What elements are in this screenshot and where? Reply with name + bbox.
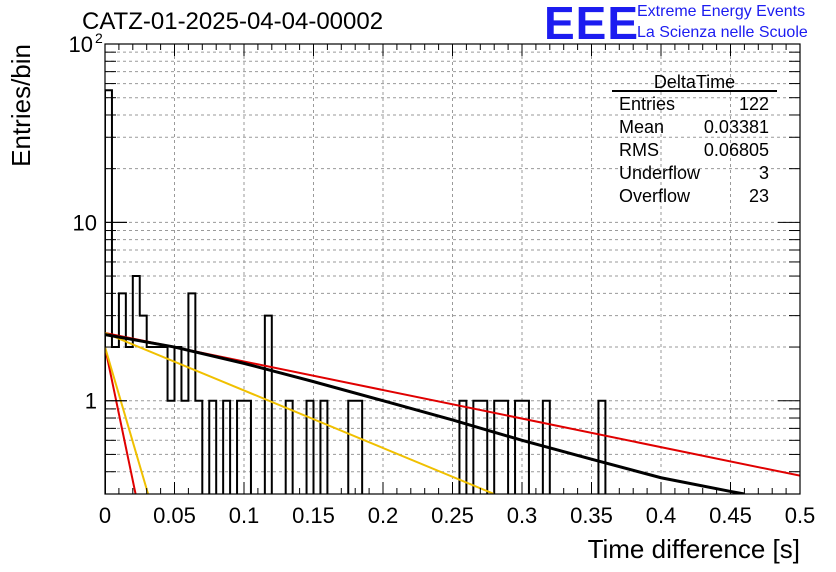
histogram-bin [348,401,355,494]
eee-logo: EEE [544,0,640,49]
chart-title: CATZ-01-2025-04-04-00002 [82,8,384,35]
y-tick-label: 10 [69,32,93,57]
histogram-bin [119,293,126,494]
histogram-bin [188,293,195,494]
x-tick-label: 0.05 [153,503,196,528]
histogram-bin [307,401,314,494]
fit-line [105,346,150,494]
histogram-bin [244,401,251,494]
x-tick-label: 0.4 [646,503,677,528]
histogram-bin [195,401,202,494]
stats-label: Entries [619,94,675,114]
histogram-bin [515,401,522,494]
x-tick-label: 0.5 [785,503,816,528]
histogram-bin [181,401,188,494]
x-tick-label: 0 [99,503,111,528]
stats-value: 3 [759,163,769,183]
histogram-bin [237,401,244,494]
y-tick-label: 10 [73,210,97,235]
x-tick-label: 0.25 [431,503,474,528]
x-tick-label: 0.15 [292,503,335,528]
histogram-bin [598,401,605,494]
x-tick-label: 0.1 [229,503,260,528]
fit-line [105,331,495,494]
stats-value: 0.06805 [704,140,769,160]
logo-line-1: Extreme Energy Events [637,3,806,20]
fit-line [105,333,745,494]
stats-value: 0.03381 [704,117,769,137]
x-tick-label: 0.3 [507,503,538,528]
histogram-bin [105,90,112,494]
x-tick-label: 0.2 [368,503,399,528]
x-tick-label: 0.45 [709,503,752,528]
histogram-bin [473,401,480,494]
histogram-bin [522,401,529,494]
x-tick-label: 0.35 [570,503,613,528]
stats-title: DeltaTime [654,72,735,92]
histogram-bin [286,401,293,494]
histogram-bin [355,401,362,494]
histogram-bin [480,401,487,494]
histogram-bin [209,401,216,494]
stats-label: Mean [619,117,664,137]
logo-line-2: La Scienza nelle Scuole [637,24,808,41]
histogram-bin [320,401,327,494]
y-tick-label-exponent: 2 [95,30,103,46]
fit-line [105,346,137,494]
stats-label: RMS [619,140,659,160]
stats-value: 122 [739,94,769,114]
histogram-bin [265,316,272,494]
histogram-outline [105,89,607,494]
y-axis-label: Entries/bin [6,44,36,167]
stats-value: 23 [749,186,769,206]
stats-label: Underflow [619,163,701,183]
x-axis-label: Time difference [s] [588,534,800,564]
y-tick-label: 1 [85,389,97,414]
histogram-bin [168,401,175,494]
stats-label: Overflow [619,186,691,206]
histogram-bin [223,401,230,494]
